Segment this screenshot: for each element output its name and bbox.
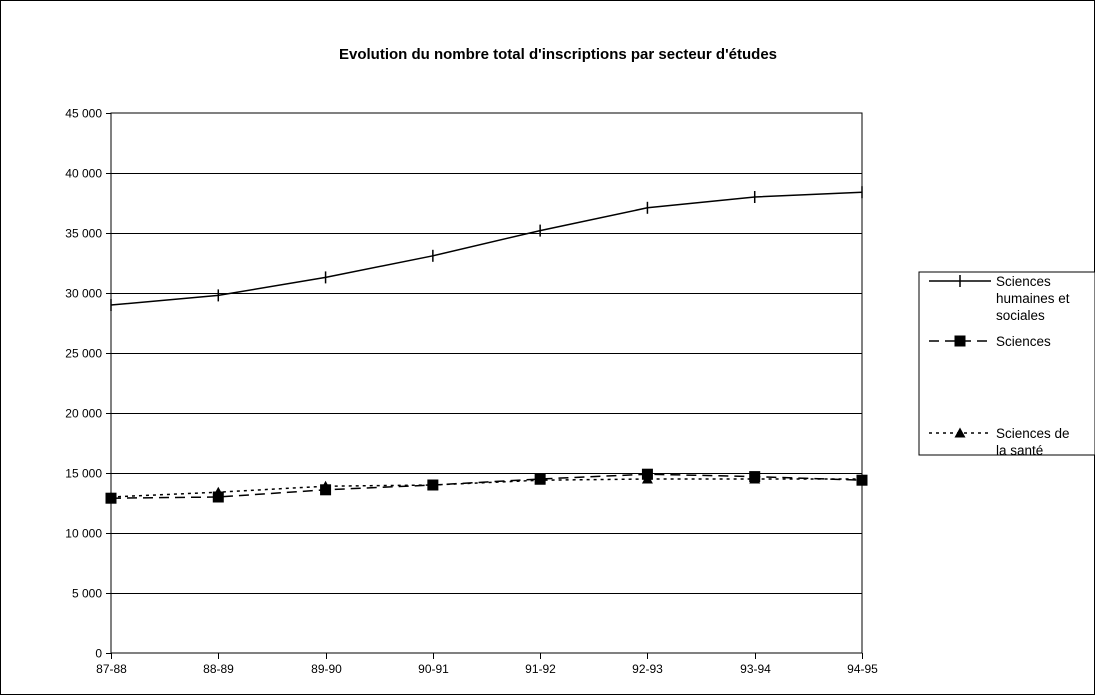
x-tick-label: 88-89 xyxy=(203,662,234,676)
axes: 0 5 000 10 000 15 000 20 000 25 000 30 000 35 0… xyxy=(65,107,878,677)
x-tick-label: 90-91 xyxy=(418,662,449,676)
x-tick-label: 87-88 xyxy=(96,662,127,676)
x-tick-label: 89-90 xyxy=(311,662,342,676)
legend-label: humaines et xyxy=(996,291,1070,306)
y-tick-label: 40 000 xyxy=(65,167,102,181)
data-point xyxy=(320,484,332,496)
legend-swatch-marker xyxy=(954,427,966,438)
y-tick-label: 10 000 xyxy=(65,527,102,541)
series-0 xyxy=(110,186,863,311)
x-tick-label: 91-92 xyxy=(525,662,556,676)
data-point xyxy=(856,474,868,486)
y-tick-label: 0 xyxy=(95,647,102,661)
legend-box xyxy=(918,271,1095,456)
data-point xyxy=(534,473,546,485)
x-tick-label: 94-95 xyxy=(847,662,878,676)
x-tick-label: 92-93 xyxy=(632,662,663,676)
x-tick-label: 93-94 xyxy=(740,662,771,676)
data-point xyxy=(749,471,761,483)
legend-label: Sciences xyxy=(996,334,1051,349)
y-tick-label: 20 000 xyxy=(65,407,102,421)
data-point xyxy=(641,468,653,480)
legend-swatch-marker xyxy=(954,335,966,347)
series-1 xyxy=(105,468,868,504)
y-tick-label: 45 000 xyxy=(65,107,102,121)
data-point xyxy=(105,492,117,504)
series-line xyxy=(110,473,863,499)
y-tick-label: 25 000 xyxy=(65,347,102,361)
y-tick-label: 15 000 xyxy=(65,467,102,481)
legend-label: la santé xyxy=(996,443,1043,458)
legend-label: Sciences de xyxy=(996,426,1070,441)
legend-label: sociales xyxy=(996,308,1045,323)
legend-item-2: Sciences de la santé xyxy=(929,426,1070,458)
data-point xyxy=(427,479,439,491)
y-tick-label: 35 000 xyxy=(65,227,102,241)
series-line xyxy=(110,191,863,306)
chart-title: Evolution du nombre total d'inscriptions… xyxy=(339,46,777,63)
y-tick-label: 5 000 xyxy=(72,587,102,601)
y-tick-label: 30 000 xyxy=(65,287,102,301)
legend-item-0: Sciences humaines et sociales xyxy=(929,274,1070,323)
legend-item-1: Sciences xyxy=(929,334,1051,349)
gridlines xyxy=(111,173,862,594)
plot-area-border xyxy=(110,112,863,654)
data-point xyxy=(212,491,224,503)
legend-label: Sciences xyxy=(996,274,1051,289)
series-lines xyxy=(105,186,868,504)
